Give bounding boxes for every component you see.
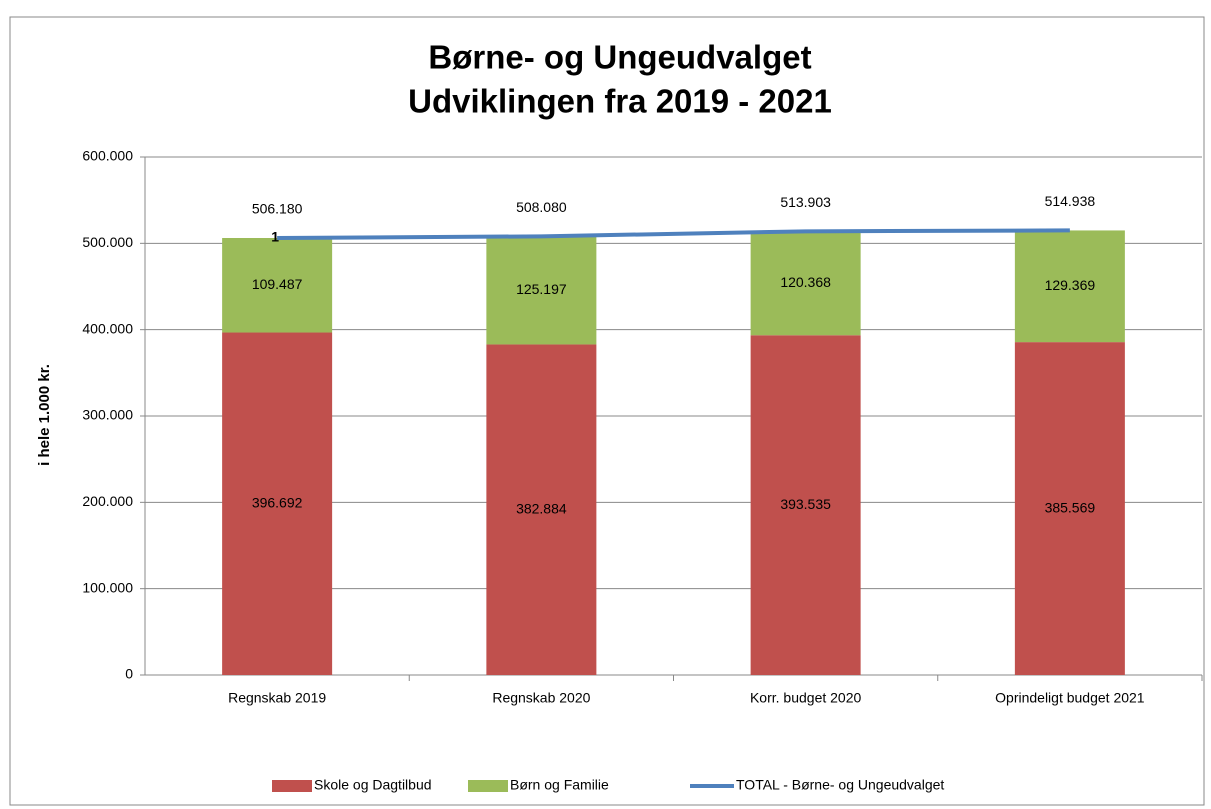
data-label: 514.938 (1045, 193, 1096, 209)
data-label: 508.080 (516, 199, 567, 215)
x-tick-label: Regnskab 2020 (492, 690, 590, 706)
data-label: 506.180 (252, 201, 303, 217)
x-tick-label: Korr. budget 2020 (750, 690, 862, 706)
legend-label: Børn og Familie (510, 777, 609, 793)
data-label: 396.692 (252, 494, 303, 510)
bar-segment (750, 231, 861, 336)
chart-title: Børne- og Ungeudvalget (428, 39, 811, 76)
legend-label: Skole og Dagtilbud (314, 777, 432, 793)
data-label: 125.197 (516, 281, 567, 297)
y-tick-label: 300.000 (82, 407, 133, 423)
bar-segment (1014, 342, 1125, 675)
data-label: 513.903 (780, 194, 831, 210)
data-label: 120.368 (780, 274, 831, 290)
data-label: 109.487 (252, 276, 303, 292)
annotation: 1 (271, 229, 279, 245)
y-tick-label: 400.000 (82, 320, 133, 336)
legend-swatch (468, 780, 508, 792)
data-label: 129.369 (1045, 277, 1096, 293)
total-line (277, 228, 1070, 240)
bar-segment (750, 335, 861, 675)
data-label: 385.569 (1045, 499, 1096, 515)
y-tick-label: 0 (125, 666, 133, 682)
data-label: 382.884 (516, 500, 567, 516)
legend-swatch (272, 780, 312, 792)
y-tick-label: 500.000 (82, 234, 133, 250)
chart-title: Udviklingen fra 2019 - 2021 (408, 83, 832, 120)
bar-segment (222, 237, 333, 333)
data-label: 393.535 (780, 496, 831, 512)
y-tick-label: 200.000 (82, 493, 133, 509)
x-tick-label: Oprindeligt budget 2021 (995, 690, 1145, 706)
bar-segment (486, 344, 597, 675)
x-tick-label: Regnskab 2019 (228, 690, 326, 706)
y-axis-title: i hele 1.000 kr. (36, 364, 53, 466)
bar-segment (486, 236, 597, 345)
y-tick-label: 600.000 (82, 148, 133, 164)
legend-label: TOTAL - Børne- og Ungeudvalget (736, 777, 944, 793)
chart-frame (9, 16, 1205, 806)
bar-segment (222, 332, 333, 675)
y-tick-label: 100.000 (82, 579, 133, 595)
bar-segment (1014, 230, 1125, 343)
